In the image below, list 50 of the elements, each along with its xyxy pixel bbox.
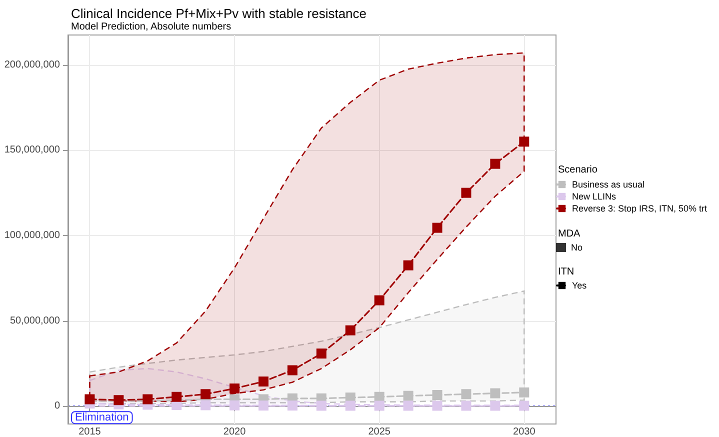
point: [200, 389, 211, 400]
x-tick-label: 2020: [223, 426, 246, 437]
point: [403, 390, 414, 401]
point: [432, 222, 442, 233]
point: [200, 400, 211, 410]
point: [374, 295, 384, 306]
legend-label: New LLINs: [572, 192, 617, 202]
point: [519, 400, 530, 411]
x-tick-label: 2025: [368, 426, 391, 437]
point: [461, 400, 472, 411]
point: [316, 400, 326, 411]
point: [490, 400, 500, 411]
point: [490, 158, 500, 169]
point: [519, 136, 530, 147]
point: [519, 387, 530, 398]
text: ITN: [558, 266, 574, 278]
point: [230, 400, 240, 410]
point: [403, 260, 414, 270]
legend-label: Reverse 3: Stop IRS, ITN, 50% trt: [572, 204, 708, 214]
point: [258, 400, 268, 411]
x-tick-label: 2015: [78, 426, 102, 437]
legend-label: Business as usual: [572, 180, 645, 190]
point: [432, 400, 442, 411]
point: [230, 384, 240, 394]
y-tick-label: 100,000,000: [4, 230, 60, 241]
chart-subtitle: Model Prediction, Absolute numbers: [71, 22, 232, 32]
point: [461, 389, 472, 400]
legend-title: Scenario: [558, 164, 598, 176]
point: [316, 348, 326, 359]
point: [345, 400, 356, 411]
point: [432, 390, 442, 400]
point: [374, 400, 384, 411]
y-tick-label: 200,000,000: [4, 59, 60, 70]
point: [461, 188, 472, 198]
y-tick-label: 0: [54, 400, 60, 412]
point: [258, 376, 268, 387]
y-tick-label: 50,000,000: [10, 315, 60, 326]
point: [287, 400, 298, 411]
chart-title: Clinical Incidence Pf+Mix+Pv with stable resistance: [71, 6, 367, 21]
x-tick-label: 2030: [513, 426, 536, 437]
legend-label: Yes: [572, 280, 588, 290]
legend-label: No: [571, 242, 583, 252]
ref-line-label: Elimination: [75, 412, 129, 424]
point: [172, 392, 182, 402]
point: [403, 400, 414, 411]
point: [345, 325, 356, 336]
y-tick-label: 150,000,000: [4, 144, 60, 156]
point: [287, 365, 298, 376]
point: [490, 388, 500, 398]
text: MDA: [558, 228, 581, 240]
